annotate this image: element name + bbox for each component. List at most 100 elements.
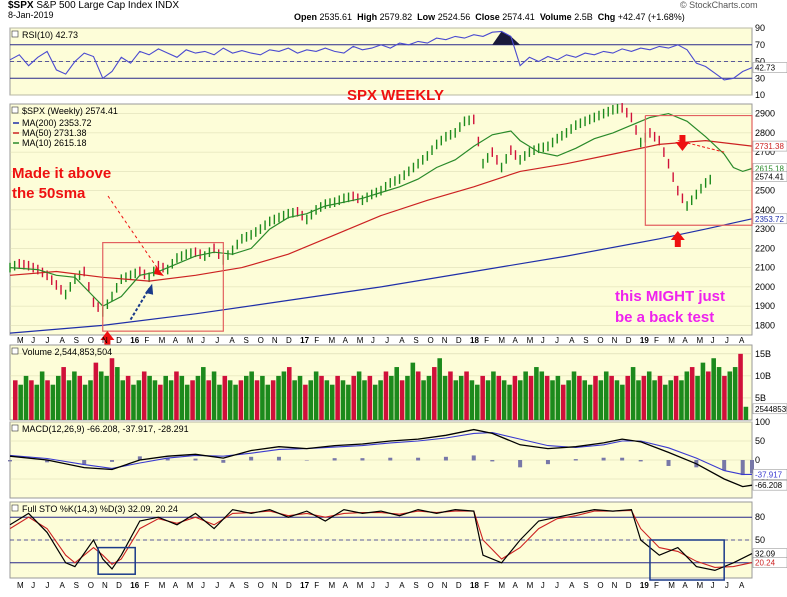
x-axis-label: D xyxy=(286,336,292,345)
volume-bar xyxy=(544,375,550,420)
rsi-title: RSI(10) 42.73 xyxy=(22,30,78,40)
ma200-line xyxy=(9,218,753,334)
x-axis-label: D xyxy=(456,336,462,345)
volume-bar xyxy=(55,375,61,420)
volume-bar xyxy=(195,375,201,420)
volume-bar xyxy=(652,380,657,420)
x-axis-label-bottom: 17 xyxy=(300,581,309,590)
volume-bar xyxy=(131,384,136,420)
x-axis-label-bottom: M xyxy=(527,581,534,590)
rsi-tick-label: 10 xyxy=(755,90,765,100)
volume-bar xyxy=(179,375,185,420)
x-axis-label-bottom: D xyxy=(626,581,632,590)
close-value-label: 2574.41 xyxy=(755,172,784,181)
volume-value-label-box xyxy=(752,403,787,415)
sto-k-line xyxy=(9,508,753,572)
macd-histogram-bar xyxy=(249,456,254,461)
x-axis-label: F xyxy=(144,336,149,345)
x-axis-label-bottom: 18 xyxy=(470,581,479,590)
volume-bar xyxy=(233,384,238,420)
symbol: $SPX xyxy=(8,0,34,11)
macd-signal-value-label-box xyxy=(752,469,787,480)
macd-histogram-bar xyxy=(545,460,550,465)
volume-bar xyxy=(700,362,706,420)
x-axis-label-bottom: J xyxy=(725,581,729,590)
chg-value: +42.47 (+1.68%) xyxy=(617,12,685,22)
volume-bar xyxy=(598,380,604,420)
volume-bar xyxy=(415,371,421,420)
x-axis-label-bottom: N xyxy=(102,581,108,590)
price-tick-label: 2300 xyxy=(755,224,775,234)
x-axis-label-bottom: M xyxy=(187,581,194,590)
macd-histogram-bar xyxy=(82,460,87,465)
rsi-tick-label: 70 xyxy=(755,40,765,50)
volume-bar xyxy=(286,367,292,420)
volume-bar xyxy=(270,380,276,420)
macd-tick-label: 0 xyxy=(755,455,760,465)
volume-bar xyxy=(722,375,727,420)
up-arrow-2016-stem xyxy=(104,340,111,347)
volume-label: Volume xyxy=(539,12,572,22)
x-axis-label-bottom: O xyxy=(258,581,264,590)
volume-bar xyxy=(222,375,228,420)
volume-tick-label: 5B xyxy=(755,393,766,403)
macd-tick-label: 50 xyxy=(755,436,765,446)
macd-histogram-bar xyxy=(8,460,12,462)
x-axis-label: A xyxy=(399,336,405,345)
macd-histogram-bar xyxy=(722,460,727,471)
volume-bar xyxy=(39,371,45,420)
volume-bar xyxy=(684,371,690,420)
x-axis-label: 16 xyxy=(130,336,139,345)
macd-value-label: -66.208 xyxy=(755,481,783,490)
volume-bar xyxy=(367,375,373,420)
x-axis-label: M xyxy=(328,336,335,345)
ma50-value-label: 2731.38 xyxy=(755,142,784,151)
macd-tick-label: 100 xyxy=(755,417,770,427)
x-axis-label-bottom: M xyxy=(498,581,505,590)
volume-bar xyxy=(362,380,367,420)
volume-bar xyxy=(743,406,749,420)
x-axis-label: A xyxy=(173,336,179,345)
x-axis-label-bottom: D xyxy=(286,581,292,590)
x-axis-label-bottom: S xyxy=(74,581,79,590)
volume-bar xyxy=(93,362,99,420)
sto-title: Full STO %K(14,3) %D(3) 32.09, 20.24 xyxy=(22,504,178,514)
volume-bar xyxy=(292,380,297,420)
volume-bar xyxy=(23,375,29,420)
volume-bar xyxy=(507,384,512,420)
x-axis-label: M xyxy=(357,336,364,345)
price-tick-label: 2100 xyxy=(755,263,775,273)
x-axis-label: M xyxy=(498,336,505,345)
volume-bar xyxy=(614,380,620,420)
volume-bar xyxy=(679,380,684,420)
x-axis-label: J xyxy=(385,336,389,345)
volume-bar xyxy=(442,375,448,420)
volume-value: 2.5B xyxy=(574,12,593,22)
volume-bar xyxy=(18,384,23,420)
ma50-legend: MA(50) 2731.38 xyxy=(22,128,87,138)
macd-histogram-bar xyxy=(490,460,495,462)
x-axis-label-bottom: 19 xyxy=(640,581,649,590)
x-axis-label: A xyxy=(682,336,688,345)
volume-bar xyxy=(104,375,109,420)
backtest-box xyxy=(644,114,753,226)
sto-tick-label: 50 xyxy=(755,535,765,545)
x-axis-label-bottom: M xyxy=(357,581,364,590)
up-arrow-2019-head xyxy=(670,231,685,240)
volume-bar xyxy=(603,371,609,420)
x-axis-label-bottom: O xyxy=(597,581,603,590)
price-tick-label: 2500 xyxy=(755,186,775,196)
breakout-box xyxy=(102,242,224,332)
volume-bar xyxy=(421,380,426,420)
volume-bar xyxy=(98,371,104,420)
ma50-value-label-box xyxy=(752,140,787,152)
volume-bar xyxy=(324,380,330,420)
close-value-label-box xyxy=(752,171,787,182)
volume-bar xyxy=(453,380,459,420)
volume-bar xyxy=(587,384,593,420)
rsi-value-label: 42.73 xyxy=(755,64,776,73)
volume-bar xyxy=(571,371,577,420)
price-tick-label: 2400 xyxy=(755,205,775,215)
volume-tick-label: 15B xyxy=(755,349,771,359)
macd-histogram-bar xyxy=(332,458,337,461)
